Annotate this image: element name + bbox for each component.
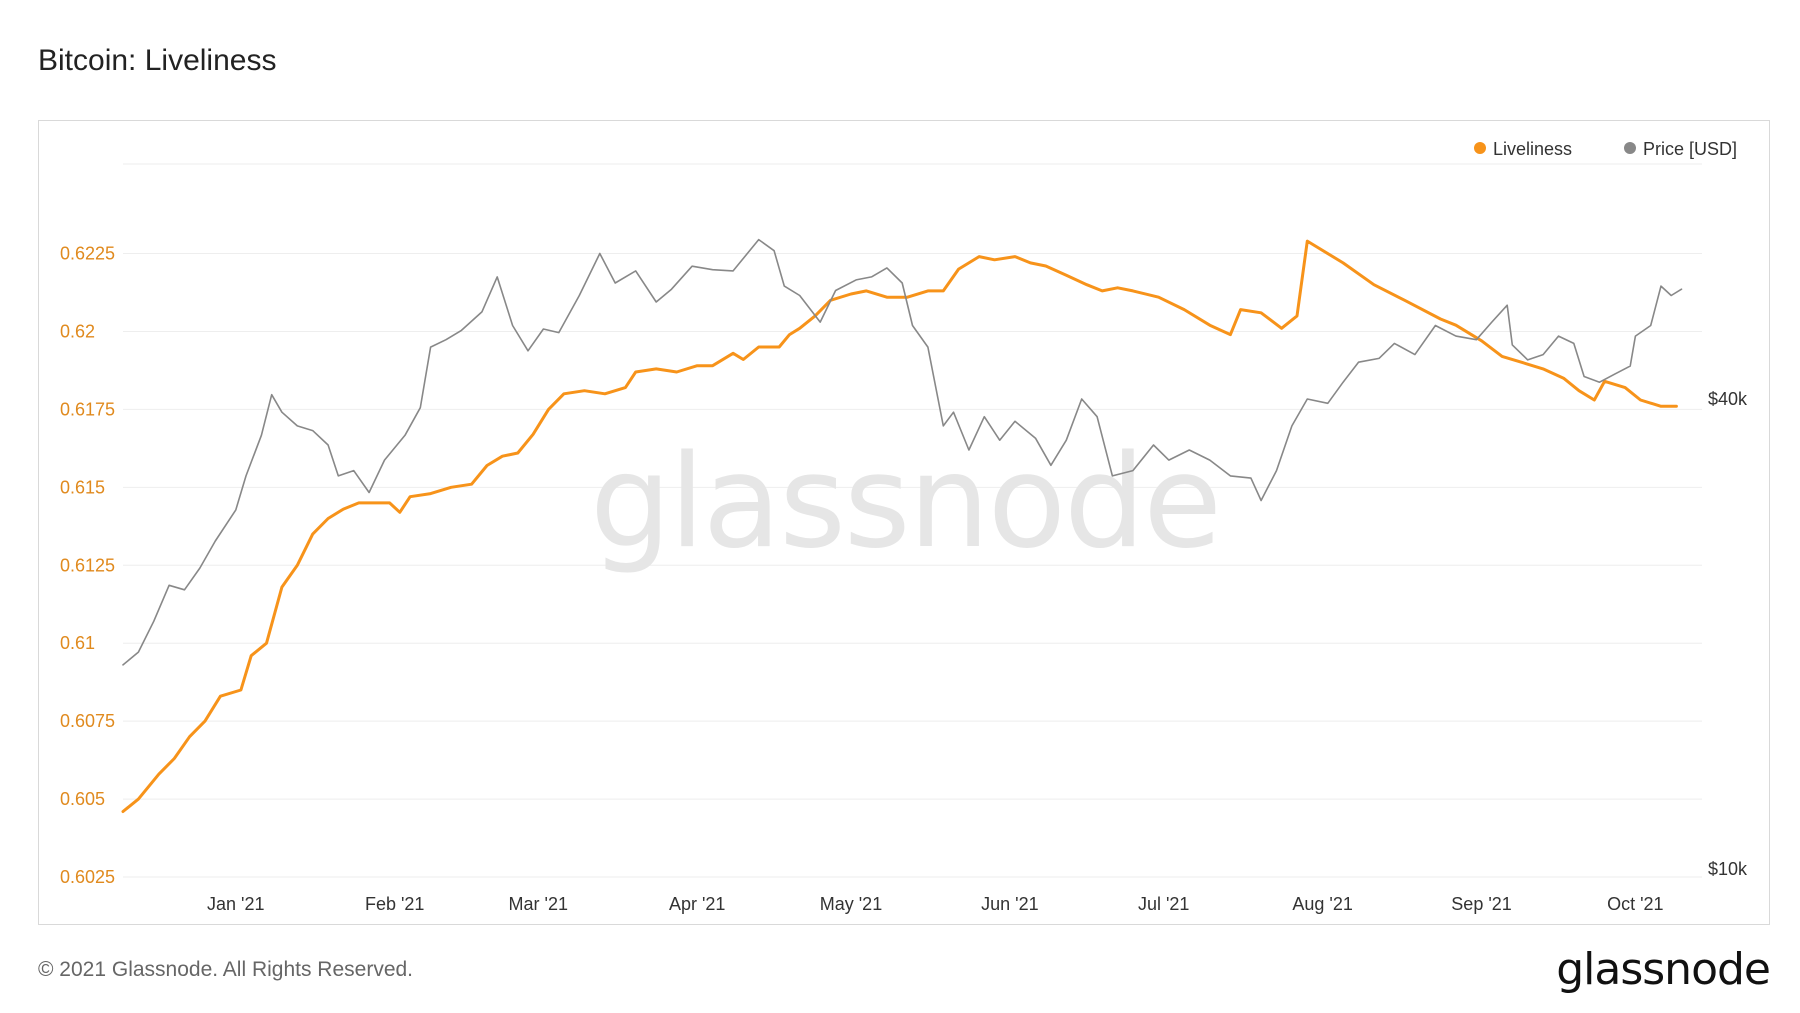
- legend: Liveliness Price [USD]: [1474, 139, 1737, 159]
- series-liveliness-line: [121, 239, 1678, 813]
- y-left-tick-label: 0.605: [60, 789, 105, 809]
- watermark: glassnode: [590, 428, 1220, 577]
- grid-lines: [123, 163, 1702, 878]
- x-tick-label: Sep '21: [1451, 894, 1512, 914]
- x-tick-label: May '21: [820, 894, 882, 914]
- x-tick-label: Jul '21: [1138, 894, 1189, 914]
- legend-liveliness-label[interactable]: Liveliness: [1493, 139, 1572, 159]
- page-title: Bitcoin: Liveliness: [38, 44, 277, 77]
- copyright-text: © 2021 Glassnode. All Rights Reserved.: [38, 958, 414, 981]
- x-tick-label: Jun '21: [981, 894, 1038, 914]
- x-tick-label: Feb '21: [365, 894, 424, 914]
- y-left-tick-label: 0.62: [60, 321, 95, 341]
- legend-price-marker: [1624, 142, 1636, 154]
- y-left-tick-label: 0.6175: [60, 399, 115, 419]
- chart-frame: [38, 120, 1770, 925]
- x-tick-label: Oct '21: [1607, 894, 1663, 914]
- y-right-tick-label: $40k: [1708, 389, 1748, 409]
- legend-price-label[interactable]: Price [USD]: [1643, 139, 1737, 159]
- x-tick-label: Jan '21: [207, 894, 264, 914]
- legend-liveliness-marker: [1474, 142, 1486, 154]
- y-left-tick-label: 0.6225: [60, 244, 115, 264]
- y-left-tick-label: 0.615: [60, 477, 105, 497]
- x-tick-label: Aug '21: [1292, 894, 1353, 914]
- y-left-tick-label: 0.6025: [60, 867, 115, 887]
- glassnode-logo[interactable]: glassnode: [1556, 944, 1771, 995]
- x-tick-label: Apr '21: [669, 894, 725, 914]
- axis-labels: 0.6025 0.605 0.6075 0.61 0.6125 0.615 0.6175 0.…: [60, 244, 1748, 914]
- series-price-line: [122, 238, 1683, 666]
- y-left-tick-label: 0.6125: [60, 555, 115, 575]
- y-left-tick-label: 0.6075: [60, 711, 115, 731]
- y-right-tick-label: $10k: [1708, 859, 1748, 879]
- x-tick-label: Mar '21: [509, 894, 568, 914]
- y-left-tick-label: 0.61: [60, 633, 95, 653]
- series-layer: [121, 238, 1683, 813]
